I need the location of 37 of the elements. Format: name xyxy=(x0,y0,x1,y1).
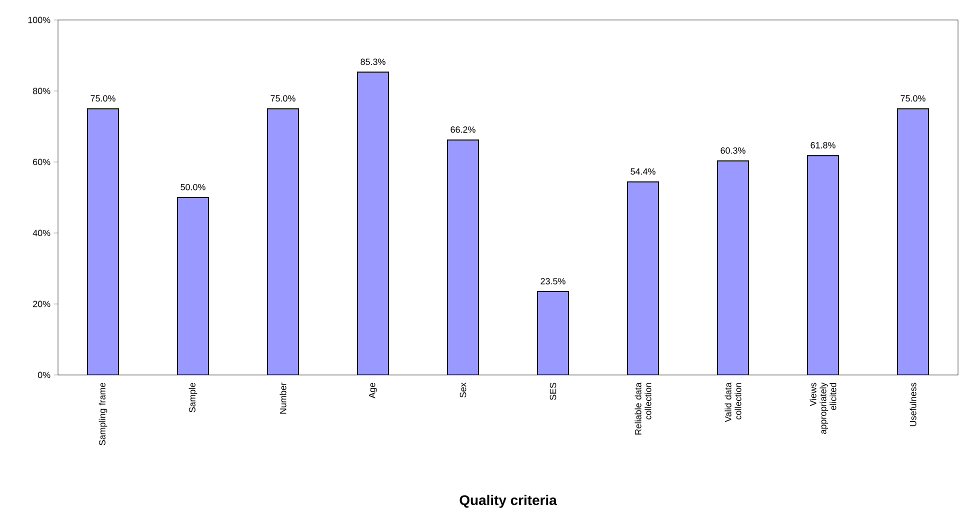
bar xyxy=(357,72,390,375)
bar xyxy=(447,139,480,375)
data-label: 60.3% xyxy=(720,147,746,154)
data-label: 23.5% xyxy=(540,278,566,284)
x-tick-label: Reliable data collection xyxy=(634,382,652,435)
bar xyxy=(267,108,300,375)
x-tick-label: Sampling frame xyxy=(98,382,108,446)
x-tick-label: Valid data collection xyxy=(724,382,742,422)
data-label: 85.3% xyxy=(360,58,386,65)
x-tick-label: Sample xyxy=(188,382,198,412)
bar xyxy=(177,196,210,375)
x-tick-label: SES xyxy=(550,382,556,400)
bar xyxy=(717,160,750,375)
x-tick-label: Age xyxy=(368,382,378,398)
y-tick-label: 60% xyxy=(33,158,50,166)
data-label: 66.2% xyxy=(450,126,476,133)
x-tick-label: Sex xyxy=(460,382,466,398)
x-tick-label: Views appropriately elicited xyxy=(810,382,836,434)
data-label: 75.0% xyxy=(270,95,296,102)
data-label: 61.8% xyxy=(810,142,836,148)
data-label: 75.0% xyxy=(90,95,116,102)
y-tick-label: 40% xyxy=(32,230,50,236)
y-tick-label: 100% xyxy=(28,16,50,24)
data-label: 50.0% xyxy=(180,184,206,190)
y-tick-label: 80% xyxy=(33,88,50,94)
bar xyxy=(627,181,660,375)
data-label: 54.4% xyxy=(630,168,656,175)
data-label: 75.0% xyxy=(900,95,926,102)
x-tick-label: Usefulness xyxy=(910,382,916,426)
x-axis-title: Quality criteria xyxy=(460,494,557,508)
y-tick-label: 0% xyxy=(38,372,50,378)
x-tick-label: Number xyxy=(280,382,286,414)
bar xyxy=(537,291,570,375)
bar xyxy=(897,108,930,375)
bar xyxy=(807,155,840,375)
bar xyxy=(87,108,120,375)
y-tick-label: 20% xyxy=(33,300,50,308)
